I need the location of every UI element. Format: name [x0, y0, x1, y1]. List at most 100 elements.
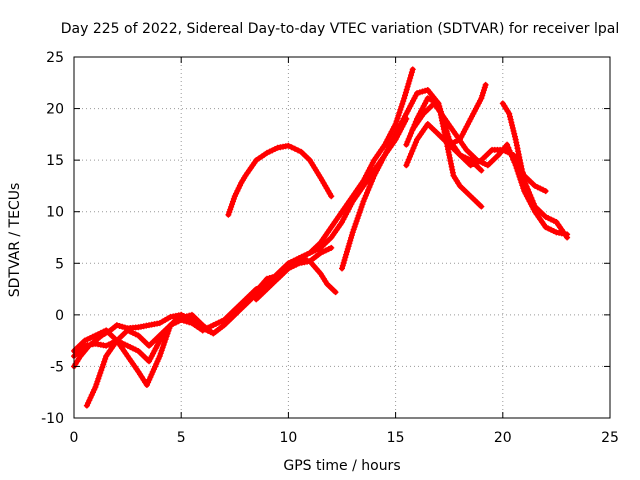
data-point	[364, 189, 371, 196]
data-point	[514, 145, 521, 152]
data-point	[236, 182, 243, 189]
data-point	[231, 193, 238, 200]
data-point	[400, 98, 407, 105]
data-point	[545, 215, 552, 222]
data-point	[178, 311, 185, 318]
data-point	[396, 109, 403, 116]
data-point	[149, 368, 156, 375]
data-point	[512, 136, 519, 143]
data-point	[143, 381, 150, 388]
data-point	[162, 336, 169, 343]
data-point	[478, 167, 485, 174]
data-point	[119, 323, 126, 330]
data-point	[478, 203, 485, 210]
data-point	[416, 89, 423, 96]
data-point	[298, 255, 305, 262]
data-point	[509, 125, 516, 132]
plot-frame	[73, 56, 611, 419]
data-point	[393, 118, 400, 125]
data-point	[291, 145, 298, 152]
data-point	[129, 345, 136, 352]
data-point	[467, 162, 474, 169]
data-point	[507, 150, 514, 157]
data-point	[411, 142, 418, 149]
data-point	[414, 90, 421, 97]
data-point	[349, 229, 356, 236]
data-point	[339, 265, 345, 272]
data-point	[94, 378, 101, 385]
data-point	[306, 249, 313, 256]
data-point	[113, 322, 120, 329]
data-point	[399, 100, 406, 107]
series-markers-sat-f	[253, 255, 339, 303]
y-tick-label: -5	[50, 359, 64, 375]
data-point	[548, 226, 555, 233]
data-point	[101, 358, 108, 365]
data-point	[479, 92, 486, 99]
data-point	[542, 224, 549, 231]
data-point	[234, 187, 241, 194]
data-point	[160, 341, 167, 348]
data-point	[516, 157, 523, 164]
data-point	[348, 232, 355, 239]
data-point	[515, 151, 522, 158]
data-point	[518, 163, 525, 170]
data-point	[403, 86, 410, 93]
data-point	[175, 318, 182, 325]
data-point	[345, 243, 352, 250]
data-point	[449, 169, 456, 176]
data-point	[404, 159, 411, 166]
data-point	[524, 186, 531, 193]
data-point	[531, 182, 538, 189]
data-point	[404, 138, 411, 145]
data-point	[507, 116, 514, 123]
data-point	[325, 246, 332, 253]
data-point	[360, 198, 367, 205]
data-point	[366, 184, 373, 191]
series-layer	[71, 66, 571, 409]
data-point	[83, 402, 90, 409]
data-point	[322, 247, 329, 254]
data-point	[145, 379, 152, 386]
data-point	[526, 189, 533, 196]
data-point	[178, 317, 185, 324]
data-point	[97, 369, 104, 376]
data-point	[105, 341, 112, 348]
data-point	[392, 121, 399, 128]
data-point	[339, 262, 346, 269]
data-point	[513, 142, 520, 149]
data-point	[89, 389, 96, 396]
data-point	[343, 248, 350, 255]
data-point	[88, 392, 95, 399]
data-point	[205, 327, 211, 334]
data-point	[100, 361, 107, 368]
data-point	[470, 161, 477, 168]
data-point	[517, 160, 524, 167]
data-point	[405, 135, 412, 142]
data-point	[397, 106, 404, 113]
data-point	[158, 347, 165, 354]
data-point	[161, 339, 168, 346]
data-point	[564, 234, 571, 241]
data-point	[473, 159, 479, 166]
data-point	[317, 249, 324, 256]
y-tick-label: 0	[55, 308, 64, 324]
data-point	[367, 181, 374, 188]
data-point	[102, 355, 109, 362]
data-point	[152, 363, 159, 370]
data-point	[402, 89, 409, 96]
data-point	[405, 80, 412, 87]
data-point	[296, 255, 303, 262]
data-point	[163, 333, 170, 340]
x-tick-label: 20	[494, 430, 512, 446]
series-markers-sat-e	[225, 142, 335, 218]
data-point	[548, 216, 555, 223]
series-line-sat-a	[71, 66, 416, 369]
y-axis-label: SDTVAR / TECUs	[7, 183, 23, 298]
axis-ticks: 0 5 10 15 20 25 -10 -5 0 5 10 15 20 25	[41, 50, 619, 446]
data-point	[478, 95, 485, 102]
data-point	[96, 372, 103, 379]
data-point	[157, 350, 164, 357]
data-point	[534, 184, 541, 191]
data-point	[348, 234, 355, 241]
